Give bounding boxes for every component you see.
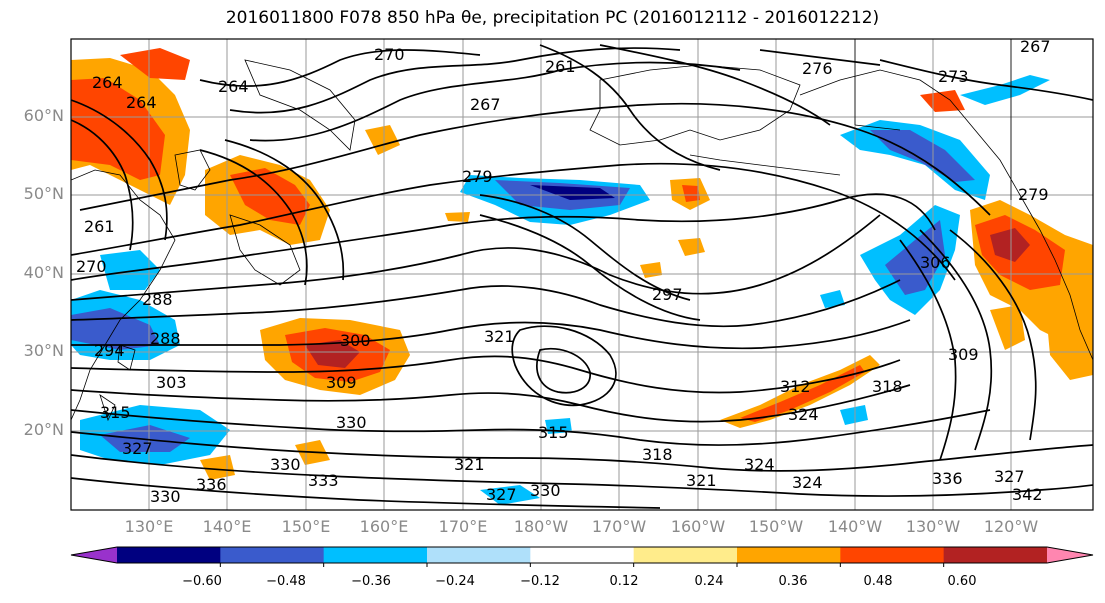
lon-label: 160°W	[670, 517, 726, 536]
lat-label-50n: 50°N	[23, 184, 64, 203]
contour-label: 321	[484, 327, 515, 346]
contour-label: 261	[545, 57, 576, 76]
lon-label: 130°E	[124, 517, 174, 536]
contour-label: 312	[780, 377, 811, 396]
contour-label: 270	[374, 45, 405, 64]
colorbar-swatch	[943, 547, 1048, 563]
contour-label: 318	[642, 445, 673, 464]
lat-label-40n: 40°N	[23, 263, 64, 282]
contour-label: 264	[126, 93, 157, 112]
lon-label: 150°E	[281, 517, 331, 536]
colorbar	[70, 546, 1094, 567]
contour-label: 276	[802, 59, 833, 78]
colorbar-tick-label: −0.24	[435, 574, 475, 589]
contour-label: 264	[218, 77, 249, 96]
colorbar-swatch	[323, 547, 428, 563]
coastlines	[71, 39, 1093, 422]
colorbar-outline	[70, 546, 1094, 564]
lon-label: 140°W	[827, 517, 883, 536]
lon-label: 160°E	[359, 517, 409, 536]
colorbar-swatch	[220, 547, 325, 563]
contour-label: 309	[948, 345, 979, 364]
contour-label: 321	[686, 471, 717, 490]
lat-label-30n: 30°N	[23, 341, 64, 360]
lat-label-20n: 20°N	[23, 420, 64, 439]
contour-label: 330	[530, 481, 561, 500]
contour-label: 303	[156, 373, 187, 392]
contour-label: 300	[340, 331, 371, 350]
contour-label: 324	[792, 473, 823, 492]
contour-label: 279	[462, 167, 493, 186]
contour-label: 309	[326, 373, 357, 392]
contour-label: 327	[122, 439, 153, 458]
contour-label: 306	[920, 253, 951, 272]
contour-label: 267	[1020, 37, 1051, 56]
colorbar-tick-label: 0.12	[609, 574, 639, 589]
contour-label: 336	[932, 469, 963, 488]
colorbar-swatch	[737, 547, 841, 563]
colorbar-tick-label: −0.48	[266, 574, 306, 589]
colorbar-tick-label: 0.60	[947, 574, 977, 589]
colorbar-extend-low	[71, 547, 117, 563]
contour-label: 333	[308, 471, 339, 490]
graticule	[71, 39, 1093, 510]
colorbar-swatch	[633, 547, 738, 563]
contour-label: 330	[270, 455, 301, 474]
contour-label: 327	[486, 485, 517, 504]
contour-label: 330	[150, 487, 181, 506]
lon-label: 170°E	[438, 517, 488, 536]
contour-label: 279	[1018, 185, 1049, 204]
contour-label: 288	[150, 329, 181, 348]
contour-label: 288	[142, 290, 173, 309]
contour-label: 264	[92, 73, 123, 92]
lon-label: 150°W	[748, 517, 804, 536]
contour-labels: 270 264 264 261 264 267 279 276 273 267 …	[76, 37, 1051, 506]
contour-label: 273	[938, 67, 969, 86]
colorbar-swatch	[427, 547, 531, 563]
lat-label-60n: 60°N	[23, 106, 64, 125]
colorbar-tick-label: 0.36	[778, 574, 808, 589]
contour-label: 336	[196, 475, 227, 494]
lon-label: 180°W	[513, 517, 569, 536]
contour-label: 327	[994, 467, 1025, 486]
map-frame	[70, 38, 1094, 511]
contour-label: 315	[100, 403, 131, 422]
map-area: 270 264 264 261 264 267 279 276 273 267 …	[71, 37, 1093, 510]
contour-label: 270	[76, 257, 107, 276]
contour-label: 315	[538, 423, 569, 442]
colorbar-tick-label: −0.60	[182, 574, 222, 589]
colorbar-swatch	[530, 547, 635, 563]
contour-label: 297	[652, 285, 683, 304]
colorbar-swatch	[840, 547, 945, 563]
contour-label: 294	[94, 341, 125, 360]
colorbar-extend-high	[1047, 547, 1093, 563]
theta-e-contours	[71, 44, 1093, 509]
contour-label: 321	[454, 455, 485, 474]
contour-label: 342	[1012, 485, 1043, 504]
colorbar-tick-label: −0.36	[351, 574, 391, 589]
lon-label: 140°E	[202, 517, 252, 536]
contour-label: 324	[788, 405, 819, 424]
contour-label: 318	[872, 377, 903, 396]
colorbar-tick-label: 0.48	[863, 574, 893, 589]
contour-label: 267	[470, 95, 501, 114]
colorbar-tick-label: −0.12	[520, 574, 560, 589]
lon-label: 170°W	[591, 517, 647, 536]
colorbar-tick-label: 0.24	[694, 574, 724, 589]
contour-label: 324	[744, 455, 775, 474]
colorbar-swatch	[117, 547, 221, 563]
lon-label: 130°W	[905, 517, 961, 536]
contour-label: 330	[336, 413, 367, 432]
lon-label: 120°W	[983, 517, 1039, 536]
contour-label: 261	[84, 217, 115, 236]
map-title: 2016011800 F078 850 hPa θe, precipitatio…	[225, 8, 880, 28]
